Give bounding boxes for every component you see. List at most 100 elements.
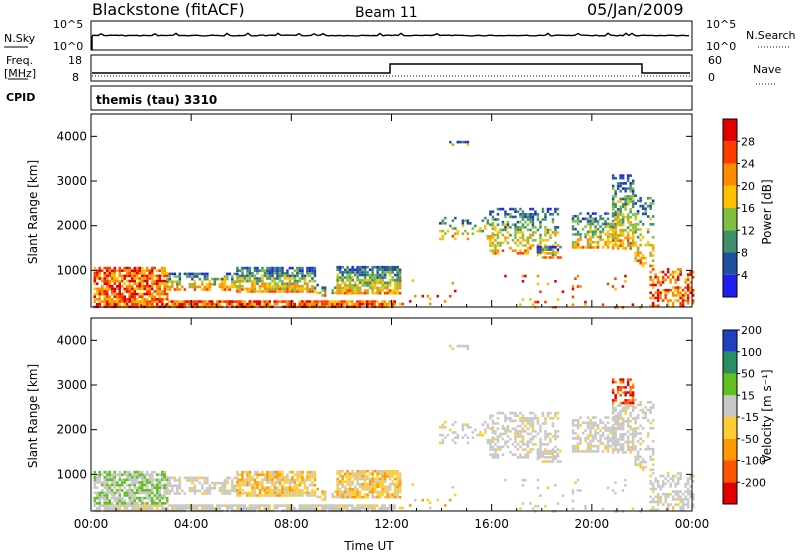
- velocity-cell: [591, 424, 595, 427]
- power-cell: [108, 272, 111, 275]
- velocity-cell: [276, 486, 279, 489]
- power-cell: [353, 284, 357, 287]
- power-cell: [614, 287, 617, 291]
- velocity-cell: [103, 496, 106, 500]
- power-cell: [606, 212, 610, 215]
- power-cell: [171, 272, 174, 276]
- power-cell: [619, 228, 622, 232]
- power-cell: [198, 300, 201, 303]
- power-cell: [624, 236, 627, 240]
- power-cell: [651, 286, 655, 289]
- power-cell: [584, 300, 587, 304]
- power-cell: [276, 277, 279, 280]
- velocity-cell: [676, 477, 680, 480]
- power-cell: [671, 291, 675, 295]
- velocity-cell: [156, 481, 159, 484]
- velocity-cell: [131, 481, 134, 484]
- power-cell: [256, 279, 259, 283]
- velocity-cell: [666, 492, 670, 496]
- power-cell: [188, 285, 192, 289]
- velocity-cell: [353, 495, 357, 499]
- velocity-cell: [386, 495, 389, 499]
- velocity-cell: [641, 411, 645, 414]
- velocity-cell: [128, 502, 131, 505]
- power-colorbar-tick-label: 12: [741, 224, 755, 237]
- power-cell: [594, 233, 597, 236]
- velocity-cell: [251, 478, 254, 482]
- velocity-cell: [656, 485, 660, 488]
- power-cell: [193, 302, 196, 306]
- velocity-cell: [371, 475, 374, 478]
- power-cell: [141, 302, 144, 306]
- power-cell: [346, 278, 349, 282]
- velocity-cell: [621, 406, 625, 410]
- velocity-cell: [156, 506, 159, 510]
- power-cell: [691, 294, 695, 297]
- velocity-cell: [178, 479, 182, 482]
- velocity-cell: [251, 489, 254, 492]
- power-cell: [506, 241, 510, 245]
- power-cell: [669, 281, 672, 284]
- power-cell: [541, 251, 545, 254]
- power-cell: [133, 300, 136, 303]
- power-cell: [168, 275, 172, 278]
- power-cell: [278, 269, 282, 272]
- velocity-cell: [504, 427, 507, 430]
- power-cell: [534, 239, 537, 242]
- power-cell: [649, 278, 652, 282]
- velocity-cell: [634, 445, 637, 448]
- velocity-cell: [626, 391, 630, 394]
- power-cell: [198, 272, 202, 276]
- power-cell: [676, 268, 680, 271]
- power-cell: [621, 197, 625, 201]
- power-cell: [464, 140, 467, 144]
- velocity-cell: [686, 492, 690, 496]
- velocity-cell: [116, 483, 119, 487]
- power-cell: [143, 298, 146, 301]
- power-cell: [233, 300, 236, 303]
- velocity-cell: [631, 443, 635, 446]
- power-cell: [619, 208, 622, 211]
- velocity-cell: [371, 490, 374, 494]
- velocity-cell: [348, 504, 351, 507]
- velocity-cell: [531, 443, 535, 446]
- power-cell: [158, 295, 161, 298]
- power-cell: [343, 302, 346, 306]
- velocity-cell: [429, 501, 432, 505]
- power-cell: [276, 302, 279, 306]
- velocity-cell: [208, 484, 212, 487]
- power-cell: [549, 233, 552, 237]
- velocity-cell: [614, 406, 617, 410]
- power-cell: [128, 287, 131, 291]
- power-cell: [323, 294, 327, 297]
- nave-tick-top: 60: [708, 54, 722, 67]
- power-cell: [261, 266, 264, 270]
- power-cell: [206, 300, 209, 303]
- velocity-cell: [621, 378, 625, 381]
- velocity-cell: [241, 504, 244, 507]
- velocity-cell: [629, 414, 632, 418]
- power-cell: [306, 272, 309, 275]
- power-cell: [581, 217, 585, 221]
- velocity-cell: [301, 491, 304, 495]
- velocity-cell: [256, 473, 259, 476]
- velocity-cell: [358, 475, 362, 478]
- power-cell: [153, 300, 156, 303]
- power-cell: [624, 200, 627, 203]
- velocity-cell: [318, 504, 321, 507]
- power-cell: [226, 277, 229, 281]
- power-cell: [601, 246, 605, 249]
- velocity-cell: [266, 494, 269, 497]
- power-cell: [596, 246, 600, 249]
- power-cell: [656, 288, 660, 292]
- power-cell: [454, 232, 457, 235]
- power-cell: [101, 290, 104, 293]
- velocity-cell: [271, 481, 274, 484]
- velocity-cell: [228, 476, 232, 480]
- velocity-cell: [281, 486, 284, 489]
- velocity-cell: [539, 445, 542, 449]
- power-cell: [103, 290, 106, 293]
- velocity-cell: [166, 499, 169, 502]
- velocity-cell: [216, 481, 219, 485]
- velocity-cell: [519, 430, 522, 433]
